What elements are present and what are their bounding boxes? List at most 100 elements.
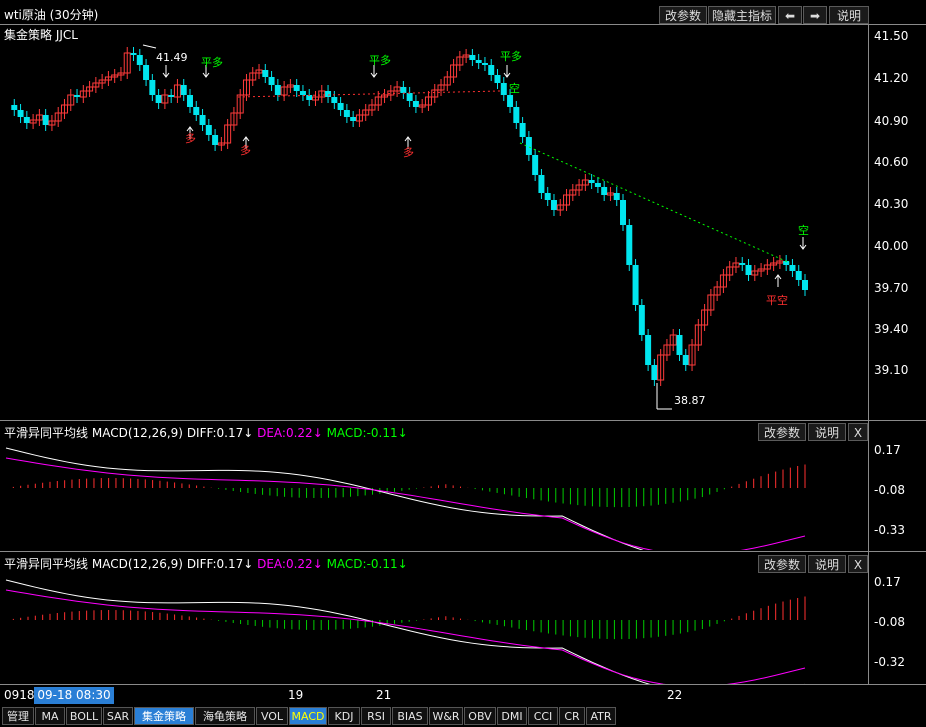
tab-turtle-strategy[interactable]: 海龟策略 [195,707,255,725]
arrow-head-icon [162,72,170,78]
candle-body [205,125,212,135]
candle-body [406,93,413,101]
macd1-tick: 0.17 [874,443,901,457]
candle-body [575,184,583,191]
price-tick: 40.30 [874,197,909,211]
candle-body [732,262,740,268]
tab-cr[interactable]: CR [559,707,585,725]
signal-close-long: 平多 [500,50,522,63]
tab-manage[interactable]: 管理 [2,707,34,725]
macd1-close-button[interactable]: X [848,423,868,441]
macd1-change-params-button[interactable]: 改参数 [758,423,806,441]
macd-chart-2[interactable] [0,572,868,684]
candle-body [186,95,193,107]
help-button[interactable]: 说明 [829,6,869,24]
candle-body [35,114,43,121]
tab-macd[interactable]: MACD [289,707,327,725]
candle-body [682,355,689,365]
arrow-head-icon [202,72,210,78]
candle-body [676,335,683,355]
candle-body [601,187,608,195]
hide-main-indicator-button[interactable]: 隐藏主指标 [708,6,776,24]
candle-body [155,95,162,103]
candle-body [789,265,796,271]
signal-short: 空 [509,82,520,95]
candle-body [48,120,56,126]
signal-short: 空 [798,224,809,237]
candle-body [494,75,501,83]
header-divider [0,24,926,25]
candlestick-chart[interactable] [0,25,868,420]
macd2-dea: DEA:0.22↓ [257,557,323,571]
tab-bias[interactable]: BIAS [392,707,428,725]
candle-body [249,72,257,81]
candle-body [168,95,175,97]
tab-ma[interactable]: MA [35,707,65,725]
scroll-right-button[interactable]: ➡ [803,6,827,24]
macd1-params: MACD(12,26,9) [91,426,183,440]
candle-body [669,334,677,346]
macd2-close-button[interactable]: X [848,555,868,573]
tab-obv[interactable]: OBV [464,707,496,725]
candle-body [450,64,458,78]
candle-body [424,96,432,106]
tab-boll[interactable]: BOLL [66,707,102,725]
candle-body [355,114,363,122]
tab-atr[interactable]: ATR [586,707,616,725]
tab-wr[interactable]: W&R [429,707,463,725]
candle-body [143,65,150,80]
macd2-change-params-button[interactable]: 改参数 [758,555,806,573]
candle-body [550,200,557,210]
tab-rsi[interactable]: RSI [361,707,391,725]
right-axis-divider [868,24,869,684]
dea-line [5,589,806,684]
tab-vol[interactable]: VOL [256,707,288,725]
candle-body [368,104,376,111]
tab-dmi[interactable]: DMI [497,707,527,725]
candle-body [645,335,652,365]
chart-title: wti原油 (30分钟) [4,8,99,22]
candle-body [318,90,326,98]
macd2-params: MACD(12,26,9) [91,557,183,571]
macd2-help-button[interactable]: 说明 [808,555,846,573]
signal-long: 多 [185,132,196,145]
tab-jijin-strategy[interactable]: 集金策略 [134,707,194,725]
candle-body [274,85,281,95]
candle-body [431,89,439,98]
candle-body [569,189,577,196]
candle-body [217,142,225,146]
candle-body [393,86,401,92]
candle-body [713,286,721,296]
tab-sar[interactable]: SAR [103,707,133,725]
candle-body [54,112,62,122]
candle-body [437,84,445,91]
time-label: 21 [376,688,392,702]
macd1-help-button[interactable]: 说明 [808,423,846,441]
macd2-tick: -0.08 [874,615,906,629]
candle-body [123,52,131,74]
signal-close-short: 平空 [766,294,788,307]
candle-body [513,107,520,123]
macd1-tick: -0.08 [874,483,906,497]
candle-body [149,80,156,95]
scroll-left-button[interactable]: ⬅ [778,6,802,24]
candle-body [456,56,464,66]
tab-cci[interactable]: CCI [528,707,558,725]
arrow-head-icon [404,136,412,142]
candle-body [802,280,808,290]
macd2-legend: 平滑异同平均线 MACD(12,26,9) DIFF:0.17↓ DEA:0.2… [4,555,408,572]
cursor-time-box: 09-18 08:30 [34,687,114,704]
candle-body [381,94,389,98]
candle-body [500,83,507,95]
candle-body [262,70,269,77]
candle-body [29,119,37,124]
candle-body [161,94,169,104]
tab-kdj[interactable]: KDJ [328,707,360,725]
candle-body [443,76,451,86]
change-params-button[interactable]: 改参数 [659,6,707,24]
candle-body [193,107,200,115]
macd-chart-1[interactable] [0,440,868,550]
candle-body [606,192,614,196]
candle-body [763,264,771,270]
candle-body [74,95,81,97]
